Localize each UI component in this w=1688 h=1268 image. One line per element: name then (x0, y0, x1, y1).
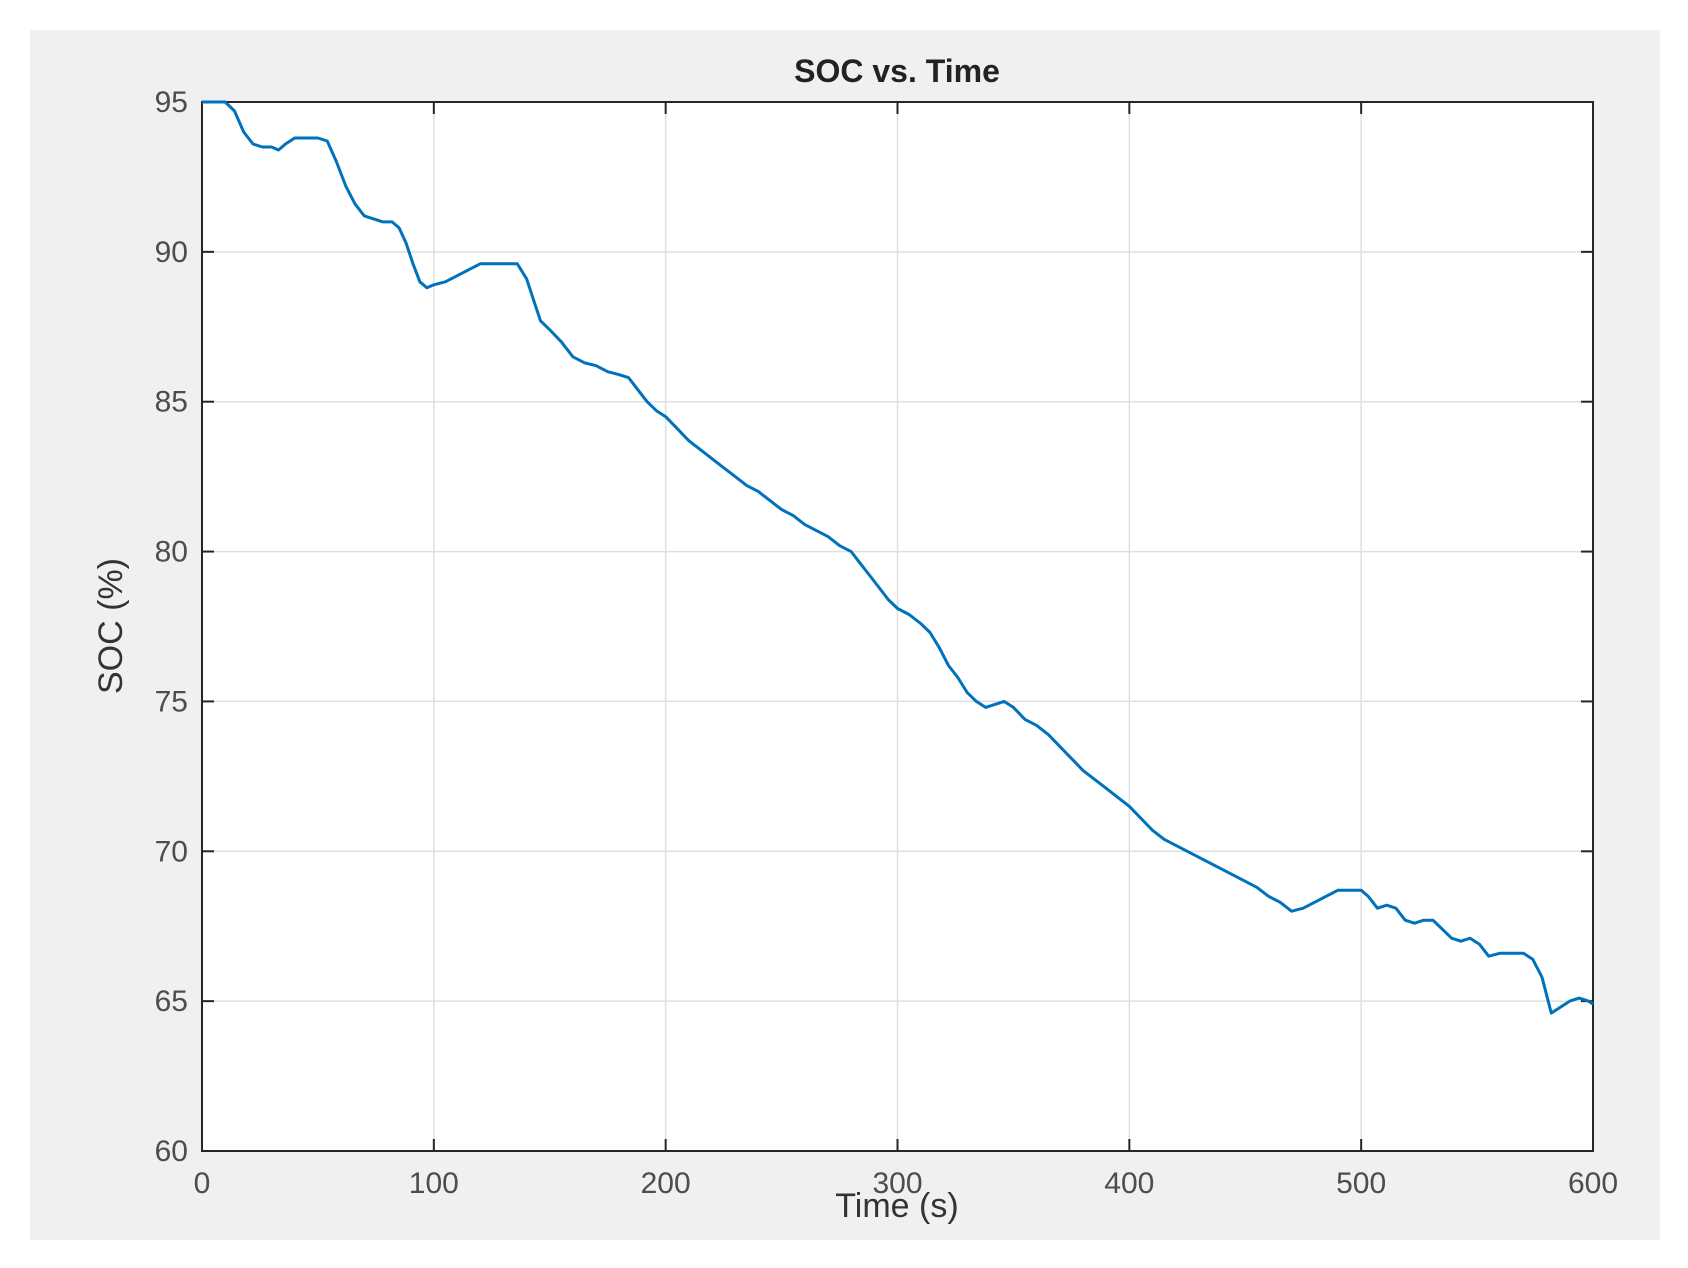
x-tick-label: 600 (1568, 1167, 1618, 1200)
y-tick-label: 95 (155, 86, 188, 119)
y-tick-label: 85 (155, 386, 188, 419)
y-tick-label: 70 (155, 835, 188, 868)
chart-title: SOC vs. Time (794, 53, 1000, 89)
y-tick-label: 60 (155, 1135, 188, 1168)
soc-line-chart: 0 100 200 300 400 500 600 60 65 70 75 80 85 90 95 SOC … (92, 53, 1618, 1225)
x-tick-label: 300 (872, 1167, 922, 1200)
tick-labels: 0 100 200 300 400 500 600 60 65 70 75 80 85 90 95 (155, 86, 1618, 1200)
x-tick-label: 0 (194, 1167, 211, 1200)
y-tick-label: 90 (155, 236, 188, 269)
soc-series-line (202, 100, 1594, 1015)
y-tick-label: 80 (155, 536, 188, 569)
axis-ticks (201, 101, 1594, 1152)
x-tick-label: 400 (1104, 1167, 1154, 1200)
y-tick-label: 65 (155, 985, 188, 1018)
x-axis-title: Time (s) (835, 1187, 958, 1225)
x-tick-label: 200 (641, 1167, 691, 1200)
y-tick-label: 75 (155, 685, 188, 718)
y-axis-title: SOC (%) (92, 558, 130, 694)
x-tick-label: 100 (409, 1167, 459, 1200)
x-tick-label: 500 (1336, 1167, 1386, 1200)
figure-frame: 0 100 200 300 400 500 600 60 65 70 75 80 85 90 95 SOC … (30, 30, 1660, 1240)
